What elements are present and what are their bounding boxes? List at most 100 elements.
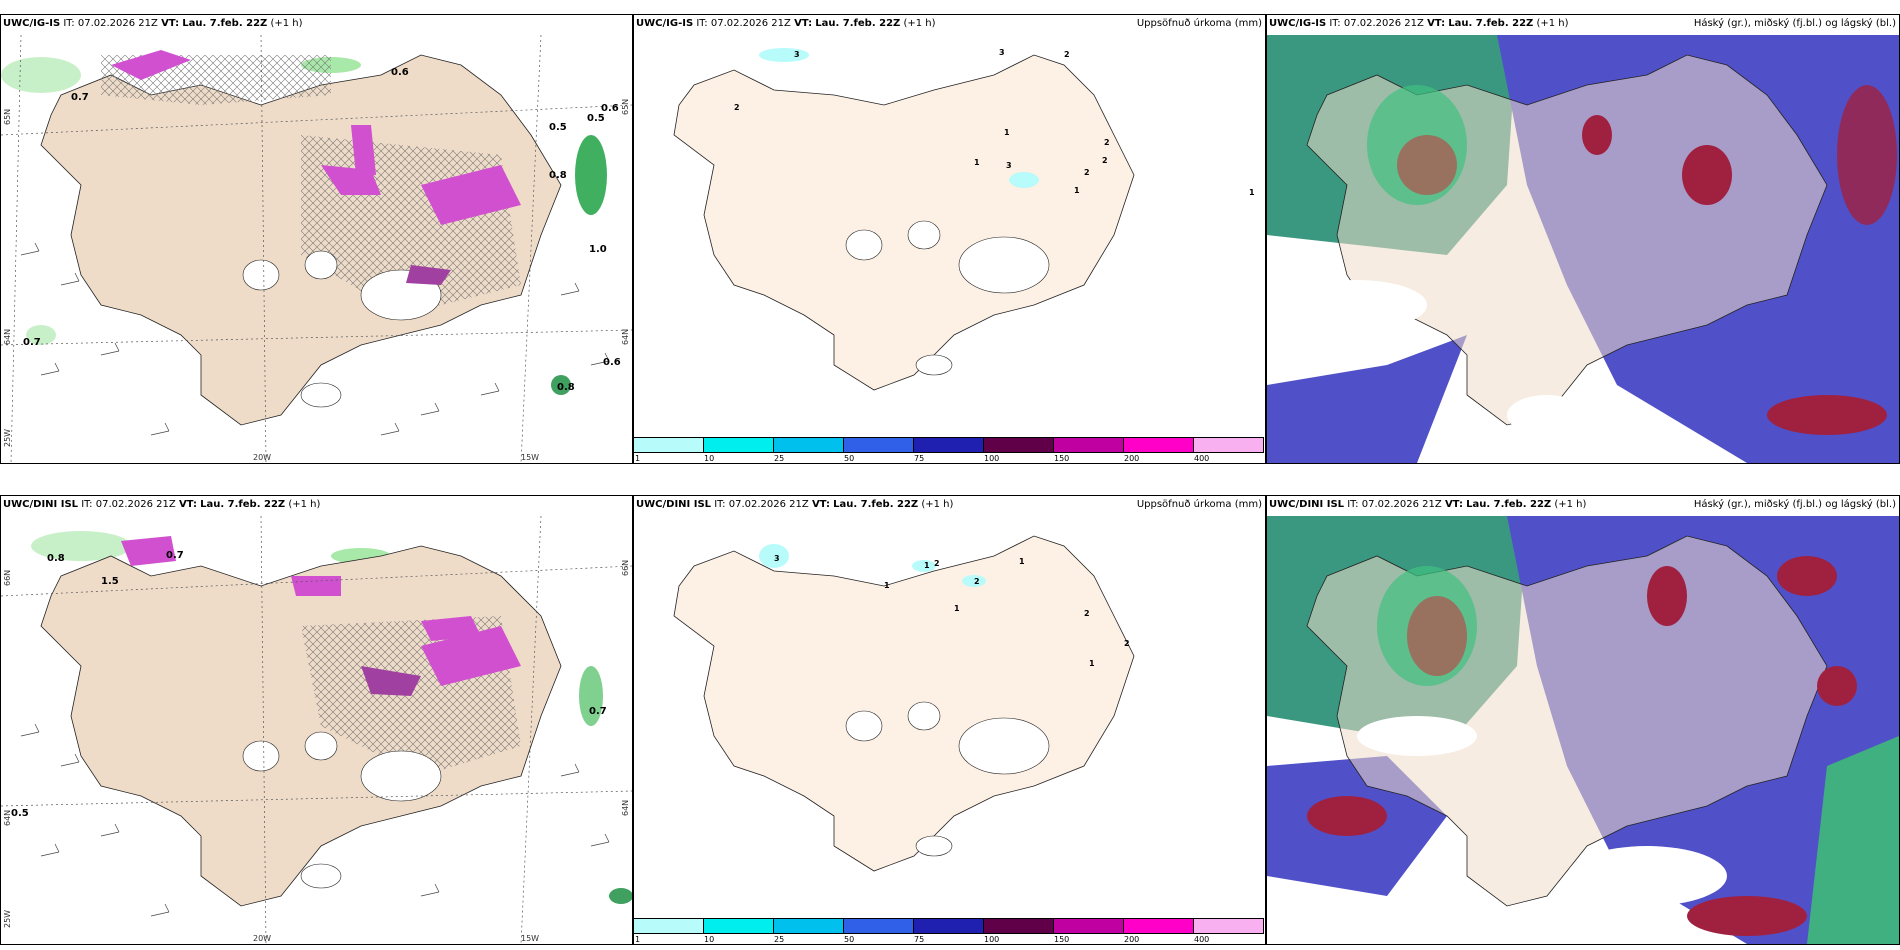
lat-label: 65N [3,108,12,125]
panel-title: Uppsöfnuð úrkoma (mm) [1136,18,1262,29]
lead-time: (+1 h) [903,18,936,29]
value-label: 1 [1019,557,1025,566]
panel-header: UWC/IG-IS IT: 07.02.2026 21Z VT: Lau. 7.… [3,18,303,29]
vt-value: Lau. 7.feb. 22Z [815,18,901,29]
colorbar-tick: 50 [844,454,855,463]
panel-bottom-left: UWC/DINI ISL IT: 07.02.2026 21Z VT: Lau.… [0,495,633,945]
value-label: 2 [934,559,940,568]
it-label: IT: [81,499,93,510]
vt-label: VT: [811,499,830,510]
panel-title: Háský (gr.), miðský (fj.bl.) og lágský (… [1693,499,1896,510]
model-name: UWC/DINI ISL [1269,499,1345,510]
value-label: 0.7 [23,337,41,348]
it-value: 07.02.2026 21Z [95,499,176,510]
lon-label: 25W [3,909,12,928]
value-label: 0.7 [589,706,607,717]
precip-colorbar: 1 10 25 50 75 100 150 200 400 [634,437,1264,463]
colorbar-tick: 100 [984,935,1000,944]
model-name: UWC/DINI ISL [3,499,79,510]
vt-label: VT: [794,18,813,29]
colorbar-cell [1054,919,1124,933]
it-label: IT: [1329,18,1341,29]
value-label: 3 [774,554,780,563]
value-label: 2 [1104,138,1110,147]
colorbar-cell [914,919,984,933]
value-label: 2 [1084,609,1090,618]
value-label: 0.6 [601,103,619,114]
model-name: UWC/DINI ISL [636,499,712,510]
value-label: 2 [1084,168,1090,177]
vt-value: Lau. 7.feb. 22Z [1448,18,1534,29]
lat-label: 64N [621,328,630,345]
model-name: UWC/IG-IS [3,18,61,29]
lead-time: (+1 h) [288,499,321,510]
wind-precip-map[interactable]: 0.7 0.6 0.5 0.5 0.6 1.0 0.8 0.7 0.8 0.6 [1,35,632,463]
it-label: IT: [714,499,726,510]
colorbar-cell [1054,438,1124,452]
colorbar-tick: 1 [635,935,641,944]
panel-top-right: UWC/IG-IS IT: 07.02.2026 21Z VT: Lau. 7.… [1266,14,1900,464]
lead-time: (+1 h) [921,499,954,510]
wind-precip-map[interactable]: 0.8 1.5 0.7 0.5 0.7 [1,516,632,944]
colorbar-ticks: 1 10 25 50 75 100 150 200 400 [634,454,1264,463]
lon-label: 25W [3,428,12,447]
colorbar-cell [704,438,774,452]
colorbar-cell [914,438,984,452]
colorbar-tick: 1 [635,454,641,463]
colorbar-ticks: 1 10 25 50 75 100 150 200 400 [634,935,1264,944]
colorbar-cells [634,437,1264,453]
value-label: 1.5 [101,576,119,587]
colorbar-cell [844,438,914,452]
colorbar-cell [1124,438,1194,452]
vt-label: VT: [178,499,197,510]
it-label: IT: [1347,499,1359,510]
value-label: 0.8 [47,553,65,564]
lon-label: 15W [521,453,540,462]
value-label: 2 [734,103,740,112]
colorbar-cell [844,919,914,933]
vt-value: Lau. 7.feb. 22Z [833,499,919,510]
colorbar-tick: 150 [1054,454,1070,463]
lead-time: (+1 h) [1554,499,1587,510]
value-label: 2 [1124,639,1130,648]
colorbar-cell [634,919,704,933]
value-label: 0.8 [549,170,567,181]
panel-top-middle: UWC/IG-IS IT: 07.02.2026 21Z VT: Lau. 7.… [633,14,1266,464]
colorbar-tick: 200 [1124,935,1140,944]
colorbar-tick: 25 [774,935,785,944]
lead-time: (+1 h) [270,18,303,29]
precip-map[interactable]: 3 3 2 1 1 3 2 2 2 1 1 2 [634,35,1265,435]
colorbar-tick: 400 [1194,935,1210,944]
cloud-map[interactable] [1267,35,1899,463]
colorbar-tick: 50 [844,935,855,944]
it-value: 07.02.2026 21Z [77,18,158,29]
panel-header: UWC/IG-IS IT: 07.02.2026 21Z VT: Lau. 7.… [636,18,936,29]
value-label: 1.0 [589,244,607,255]
colorbar-cells [634,918,1264,934]
value-label: 0.5 [11,808,29,819]
value-label: 0.8 [557,382,575,393]
value-label: 3 [1006,161,1012,170]
panel-title: Uppsöfnuð úrkoma (mm) [1136,499,1262,510]
precip-map[interactable]: 3 1 1 2 2 1 2 2 1 1 [634,516,1265,916]
colorbar-tick: 75 [914,935,925,944]
lon-label: 15W [521,934,540,943]
value-label: 2 [974,577,980,586]
vt-label: VT: [1444,499,1463,510]
precip-colorbar: 1 10 25 50 75 100 150 200 400 [634,918,1264,944]
value-label: 3 [794,50,800,59]
panel-header: UWC/DINI ISL IT: 07.02.2026 21Z VT: Lau.… [3,499,320,510]
colorbar-cell [774,438,844,452]
lat-label: 64N [3,809,12,826]
it-value: 07.02.2026 21Z [1343,18,1424,29]
cloud-map[interactable] [1267,516,1899,944]
panel-bottom-right: UWC/DINI ISL IT: 07.02.2026 21Z VT: Lau.… [1266,495,1900,945]
lead-time: (+1 h) [1536,18,1569,29]
panel-title: Háský (gr.), miðský (fj.bl.) og lágský (… [1693,18,1896,29]
value-label: 2 [1102,156,1108,165]
value-label: 0.6 [603,357,621,368]
lat-label: 64N [3,328,12,345]
it-value: 07.02.2026 21Z [728,499,809,510]
panel-header: UWC/DINI ISL IT: 07.02.2026 21Z VT: Lau.… [1269,499,1586,510]
panel-header: UWC/IG-IS IT: 07.02.2026 21Z VT: Lau. 7.… [1269,18,1569,29]
